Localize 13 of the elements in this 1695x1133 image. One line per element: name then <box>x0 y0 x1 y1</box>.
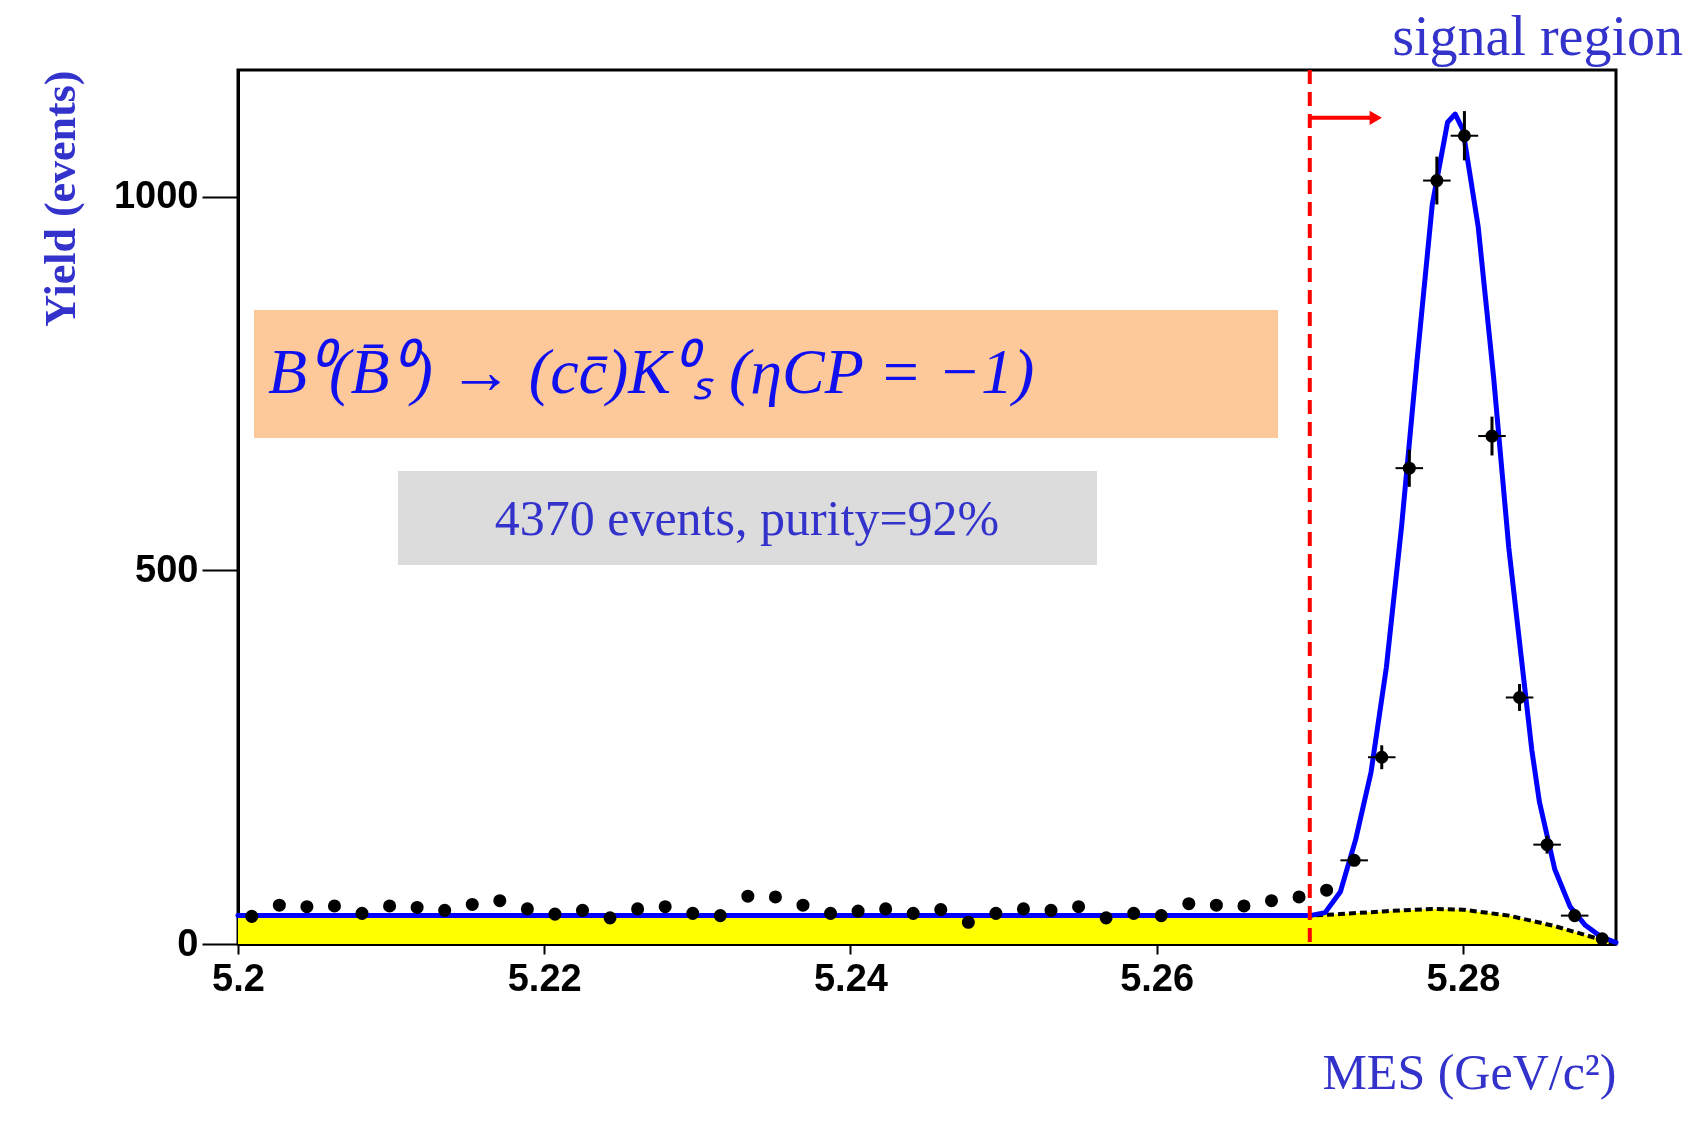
annotation: signal region <box>1392 5 1683 67</box>
x-axis-title: MES (GeV/c²) <box>1322 1043 1617 1100</box>
annotation: 4370 events, purity=92% <box>494 490 1000 546</box>
y-tick-label: 1000 <box>113 174 199 217</box>
y-axis-title: Yield (events) <box>35 70 85 327</box>
x-tick-label: 5.28 <box>1426 956 1501 999</box>
annotation: B⁰(B̄⁰) → (cc̄)K⁰ₛ (ηCP = −1) <box>268 336 1035 407</box>
y-tick-label: 0 <box>177 921 199 964</box>
x-tick-label: 5.24 <box>813 956 888 999</box>
y-tick-label: 500 <box>135 548 199 590</box>
x-tick-label: 5.2 <box>212 956 265 999</box>
x-tick-label: 5.26 <box>1120 956 1195 999</box>
x-tick-label: 5.22 <box>507 956 582 999</box>
